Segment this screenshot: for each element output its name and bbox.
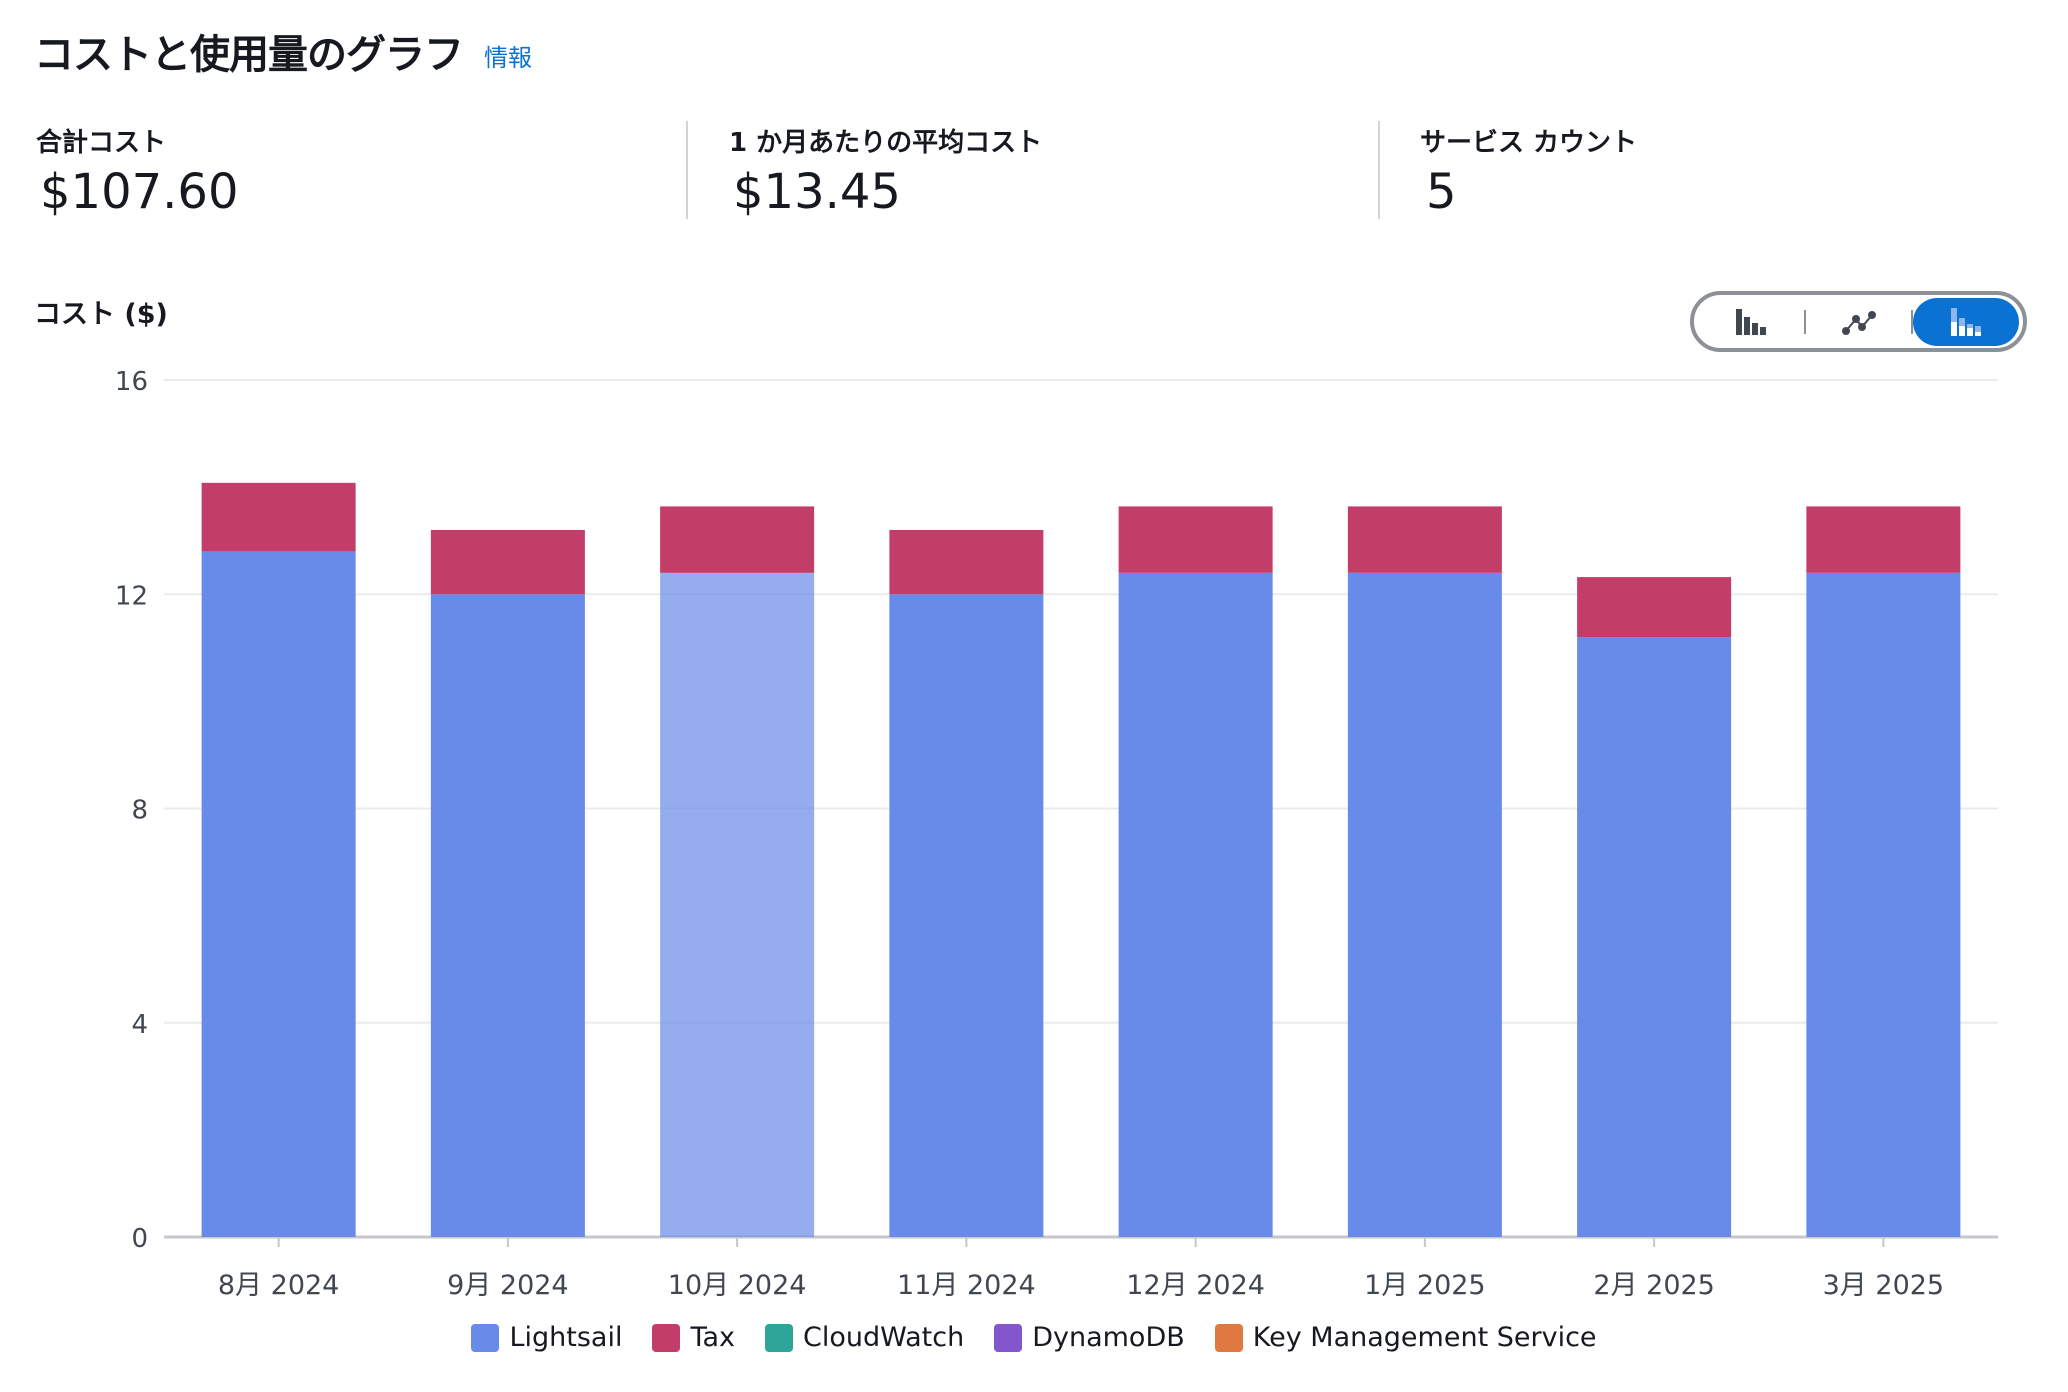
total-cost-label: 合計コスト [36, 128, 167, 158]
legend-item[interactable]: CloudWatch [765, 1322, 964, 1353]
x-tick-label: 8月 2024 [218, 1270, 339, 1301]
bar-tax [1577, 577, 1732, 638]
bar-lightsail [660, 572, 815, 1237]
legend-item[interactable]: Tax [652, 1322, 735, 1353]
line-chart-button[interactable] [1806, 298, 1912, 346]
y-tick-label: 8 [131, 796, 148, 826]
bar-lightsail [201, 551, 356, 1237]
bar-lightsail [430, 594, 585, 1237]
stacked-bar-chart: 0 4 8 12 16 8月 2024 9月 2024 10月 2024 11月 2024 12月… [115, 367, 1998, 1301]
legend-item[interactable]: Lightsail [471, 1322, 622, 1353]
x-tick-label: 9月 2024 [447, 1270, 568, 1301]
legend-label: DynamoDB [1032, 1322, 1185, 1353]
chart-legend: Lightsail Tax CloudWatch DynamoDB Key Manage… [0, 1322, 2068, 1353]
legend-label: Key Management Service [1252, 1322, 1597, 1353]
x-tick-label: 12月 2024 [1126, 1270, 1265, 1301]
bar-chart-icon [1735, 308, 1766, 335]
legend-swatch [652, 1323, 681, 1352]
bar-lightsail [1347, 572, 1502, 1237]
x-tick-label: 10月 2024 [668, 1270, 807, 1301]
legend-swatch [765, 1323, 794, 1352]
line-chart-icon [1841, 310, 1876, 335]
stacked-bar-chart-icon [1951, 307, 1982, 336]
page-title: コストと使用量のグラフ [34, 32, 464, 78]
y-tick-label: 0 [131, 1224, 148, 1254]
legend-swatch [994, 1323, 1023, 1352]
y-axis-label: コスト ($) [34, 299, 168, 330]
x-tick-label: 2月 2025 [1593, 1270, 1714, 1301]
y-tick-label: 16 [115, 367, 148, 397]
legend-label: CloudWatch [803, 1322, 965, 1353]
divider [686, 121, 688, 219]
bar-tax [889, 529, 1044, 595]
bar-lightsail [1806, 572, 1961, 1237]
divider [1378, 121, 1380, 219]
legend-swatch [1214, 1323, 1243, 1352]
bar-lightsail [1118, 572, 1273, 1237]
y-tick-label: 12 [115, 581, 148, 611]
info-link[interactable]: 情報 [484, 44, 532, 72]
legend-label: Tax [690, 1322, 736, 1353]
legend-swatch [471, 1323, 500, 1352]
bar-lightsail [889, 594, 1044, 1237]
avg-cost-value: $13.45 [733, 164, 901, 220]
stacked-bar-chart-button[interactable] [1913, 297, 2020, 346]
total-cost-value: $107.60 [40, 164, 239, 220]
bar-tax [1347, 506, 1502, 573]
bar-tax [430, 529, 585, 595]
bar-lightsail [1577, 637, 1732, 1237]
bar-tax [201, 482, 356, 552]
bar-tax [1118, 506, 1273, 573]
x-tick-label: 3月 2025 [1823, 1270, 1944, 1301]
service-count-value: 5 [1426, 164, 1457, 220]
legend-item[interactable]: DynamoDB [994, 1322, 1185, 1353]
bar-tax [1806, 506, 1961, 573]
x-tick-label: 11月 2024 [897, 1270, 1036, 1301]
legend-label: Lightsail [509, 1322, 623, 1353]
chart-type-toggle[interactable] [1690, 291, 2027, 352]
bar-tax [660, 506, 815, 573]
avg-cost-label: 1 か月あたりの平均コスト [729, 128, 1043, 158]
toggle-separator [1803, 309, 1806, 334]
toggle-separator [1911, 309, 1914, 334]
legend-item[interactable]: Key Management Service [1214, 1322, 1597, 1353]
service-count-label: サービス カウント [1420, 128, 1638, 158]
y-tick-label: 4 [131, 1010, 148, 1040]
bar-chart-button[interactable] [1698, 298, 1804, 346]
x-tick-label: 1月 2025 [1364, 1270, 1485, 1301]
